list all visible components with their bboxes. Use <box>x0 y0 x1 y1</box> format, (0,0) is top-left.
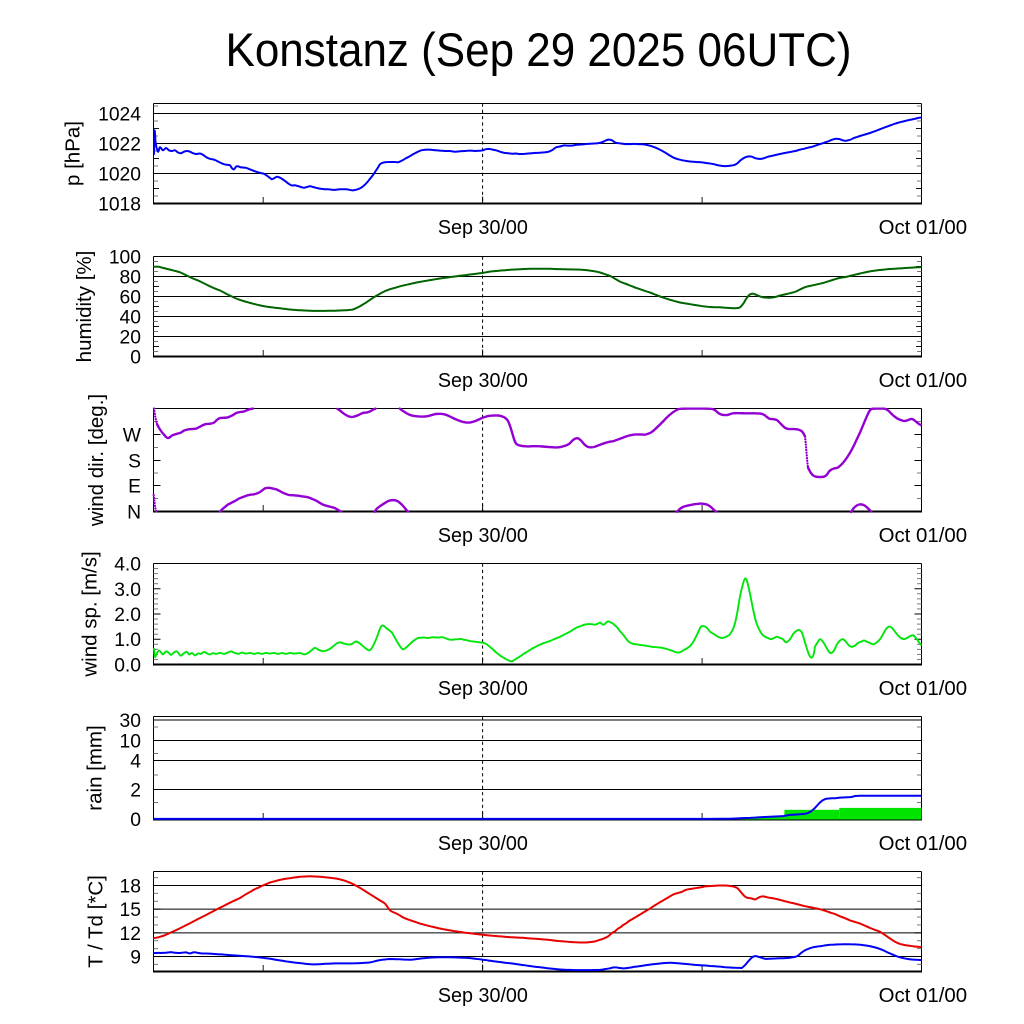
svg-text:humidity [%]: humidity [%] <box>73 251 96 363</box>
svg-text:1024: 1024 <box>98 105 141 126</box>
svg-text:1018: 1018 <box>98 195 141 216</box>
svg-text:1020: 1020 <box>98 165 141 186</box>
svg-text:0: 0 <box>130 810 141 831</box>
svg-text:S: S <box>128 452 141 473</box>
svg-text:Sep 30/00: Sep 30/00 <box>438 985 528 1007</box>
svg-text:2: 2 <box>130 781 141 802</box>
svg-text:4.0: 4.0 <box>114 555 141 576</box>
svg-text:Oct 01/00: Oct 01/00 <box>879 985 968 1007</box>
svg-text:Oct 01/00: Oct 01/00 <box>879 217 968 239</box>
svg-text:Oct 01/00: Oct 01/00 <box>879 833 968 855</box>
svg-text:80: 80 <box>120 268 141 289</box>
svg-text:10: 10 <box>120 732 141 753</box>
svg-text:0: 0 <box>130 348 141 369</box>
svg-text:0.0: 0.0 <box>114 656 141 677</box>
svg-text:3.0: 3.0 <box>114 580 141 601</box>
svg-text:30: 30 <box>120 711 141 732</box>
svg-text:Konstanz (Sep 29 2025 06UTC): Konstanz (Sep 29 2025 06UTC) <box>226 24 852 77</box>
svg-text:4: 4 <box>130 752 141 773</box>
svg-text:Oct 01/00: Oct 01/00 <box>879 525 968 547</box>
svg-text:p [hPa]: p [hPa] <box>61 121 84 186</box>
svg-text:N: N <box>127 503 141 524</box>
svg-text:100: 100 <box>109 248 141 269</box>
svg-text:12: 12 <box>120 924 141 945</box>
svg-text:20: 20 <box>120 328 141 349</box>
svg-text:1022: 1022 <box>98 135 141 156</box>
svg-text:40: 40 <box>120 308 141 329</box>
svg-text:Sep 30/00: Sep 30/00 <box>438 678 528 700</box>
svg-text:T / Td [*C]: T / Td [*C] <box>84 875 107 968</box>
svg-text:Sep 30/00: Sep 30/00 <box>438 217 528 239</box>
svg-text:wind sp. [m/s]: wind sp. [m/s] <box>79 551 102 677</box>
svg-text:15: 15 <box>120 900 141 921</box>
svg-text:18: 18 <box>120 877 141 898</box>
svg-text:60: 60 <box>120 288 141 309</box>
svg-text:E: E <box>128 477 141 498</box>
svg-text:Oct 01/00: Oct 01/00 <box>879 370 968 392</box>
svg-text:Sep 30/00: Sep 30/00 <box>438 833 528 855</box>
svg-text:9: 9 <box>130 948 141 969</box>
svg-text:1.0: 1.0 <box>114 630 141 651</box>
svg-text:Sep 30/00: Sep 30/00 <box>438 525 528 547</box>
svg-text:Oct 01/00: Oct 01/00 <box>879 678 968 700</box>
svg-text:2.0: 2.0 <box>114 605 141 626</box>
svg-text:Sep 30/00: Sep 30/00 <box>438 370 528 392</box>
svg-text:rain [mm]: rain [mm] <box>83 725 106 810</box>
svg-text:W: W <box>123 426 142 447</box>
svg-text:wind dir. [deg.]: wind dir. [deg.] <box>85 394 108 527</box>
